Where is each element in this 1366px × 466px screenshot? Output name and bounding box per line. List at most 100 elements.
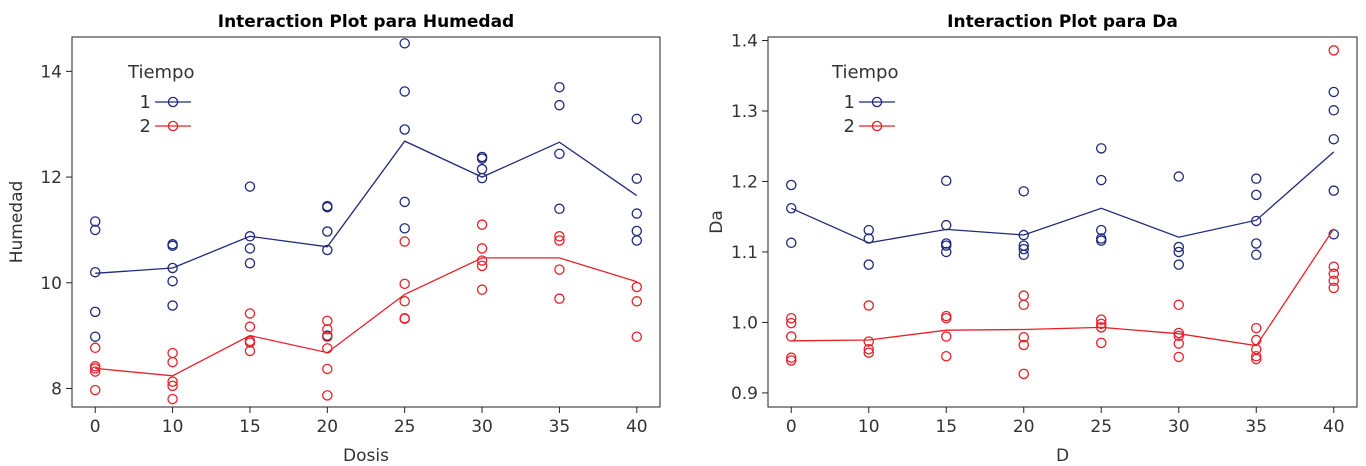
y-axis-label: Humedad bbox=[7, 181, 27, 264]
data-point bbox=[1173, 351, 1185, 363]
data-point bbox=[554, 264, 565, 275]
data-point bbox=[786, 355, 797, 366]
y-tick-label: 1.3 bbox=[731, 102, 758, 122]
data-point bbox=[399, 278, 410, 290]
data-point bbox=[1018, 243, 1030, 255]
data-point bbox=[1328, 261, 1340, 273]
data-point bbox=[89, 216, 101, 227]
data-point bbox=[1018, 186, 1030, 197]
y-tick-label: 8 bbox=[51, 380, 62, 400]
mean-line bbox=[95, 257, 637, 377]
data-point bbox=[631, 235, 643, 246]
data-point bbox=[244, 181, 256, 192]
data-point bbox=[863, 259, 875, 270]
data-point bbox=[1328, 133, 1340, 145]
data-point bbox=[1251, 353, 1262, 365]
data-point bbox=[1328, 275, 1340, 287]
data-point bbox=[399, 196, 410, 208]
legend-label: 1 bbox=[844, 92, 855, 113]
data-point bbox=[1251, 322, 1262, 334]
data-point bbox=[322, 201, 333, 213]
data-point bbox=[244, 337, 256, 348]
data-point bbox=[89, 361, 101, 372]
data-point bbox=[863, 343, 875, 355]
series-2 bbox=[786, 45, 1340, 380]
data-point bbox=[244, 243, 256, 254]
data-point bbox=[1328, 185, 1340, 196]
data-point bbox=[244, 231, 256, 242]
data-point bbox=[1173, 246, 1185, 258]
data-point bbox=[786, 317, 797, 329]
x-tick-label: 20 bbox=[1013, 417, 1035, 437]
mean-line bbox=[95, 140, 638, 274]
data-point bbox=[1018, 290, 1030, 301]
data-point bbox=[322, 324, 333, 335]
data-point bbox=[322, 226, 333, 237]
data-point bbox=[554, 231, 565, 242]
chart-panel-1: Interaction Plot para Humedad 0 10 15 20 25 30… bbox=[7, 12, 661, 466]
data-point bbox=[631, 296, 643, 307]
x-axis-label: Dosis bbox=[343, 446, 389, 466]
data-point bbox=[244, 308, 256, 319]
legend-marker bbox=[167, 120, 179, 132]
data-point bbox=[631, 281, 643, 293]
legend-marker bbox=[871, 96, 883, 108]
data-point bbox=[786, 203, 797, 214]
data-point bbox=[1096, 174, 1107, 186]
data-point bbox=[941, 175, 952, 187]
data-point bbox=[1096, 337, 1107, 349]
x-tick-label: 10 bbox=[858, 417, 880, 437]
data-point bbox=[1173, 241, 1185, 253]
data-point bbox=[476, 284, 488, 295]
data-point bbox=[1173, 299, 1185, 311]
data-point bbox=[1096, 318, 1107, 330]
data-point bbox=[167, 380, 178, 392]
series-1 bbox=[786, 86, 1340, 270]
data-point bbox=[786, 179, 797, 191]
data-point bbox=[167, 300, 178, 311]
data-point bbox=[1018, 339, 1030, 351]
data-point bbox=[1018, 299, 1030, 311]
data-point bbox=[476, 172, 488, 184]
data-point bbox=[863, 347, 875, 358]
data-point bbox=[1251, 249, 1262, 261]
y-tick-label: 1.0 bbox=[731, 313, 758, 333]
data-point bbox=[1251, 238, 1262, 249]
data-point bbox=[631, 113, 643, 125]
x-axis-label: D bbox=[1056, 446, 1069, 466]
data-point bbox=[786, 352, 797, 363]
data-point bbox=[244, 321, 256, 332]
legend-title: Tiempo bbox=[831, 62, 899, 83]
data-point bbox=[786, 331, 797, 342]
plot-frame bbox=[767, 36, 1358, 408]
x-tick-label: 10 bbox=[162, 417, 184, 437]
data-point bbox=[322, 244, 333, 256]
data-point bbox=[476, 219, 488, 230]
data-point bbox=[554, 293, 565, 304]
data-point bbox=[1328, 105, 1340, 116]
data-point bbox=[1328, 45, 1340, 56]
data-point bbox=[941, 310, 952, 322]
data-point bbox=[631, 173, 643, 184]
data-point bbox=[89, 366, 101, 377]
data-point bbox=[941, 351, 952, 362]
x-tick-label: 0 bbox=[786, 417, 797, 437]
y-tick-label: 0.9 bbox=[731, 384, 758, 404]
data-point bbox=[554, 203, 565, 215]
data-point bbox=[89, 306, 101, 318]
mean-line bbox=[791, 228, 1335, 347]
x-tick-label: 30 bbox=[1168, 417, 1190, 437]
legend-title: Tiempo bbox=[127, 62, 195, 83]
data-point bbox=[1018, 368, 1030, 380]
y-axis-label: Da bbox=[707, 210, 727, 234]
legend-marker bbox=[871, 120, 883, 132]
x-tick-label: 30 bbox=[471, 417, 493, 437]
data-point bbox=[167, 393, 178, 405]
data-point bbox=[631, 331, 643, 342]
legend-label: 2 bbox=[140, 116, 151, 137]
y-tick-label: 14 bbox=[40, 62, 62, 82]
data-point bbox=[1096, 314, 1107, 325]
data-point bbox=[476, 153, 488, 164]
data-point bbox=[167, 275, 178, 287]
